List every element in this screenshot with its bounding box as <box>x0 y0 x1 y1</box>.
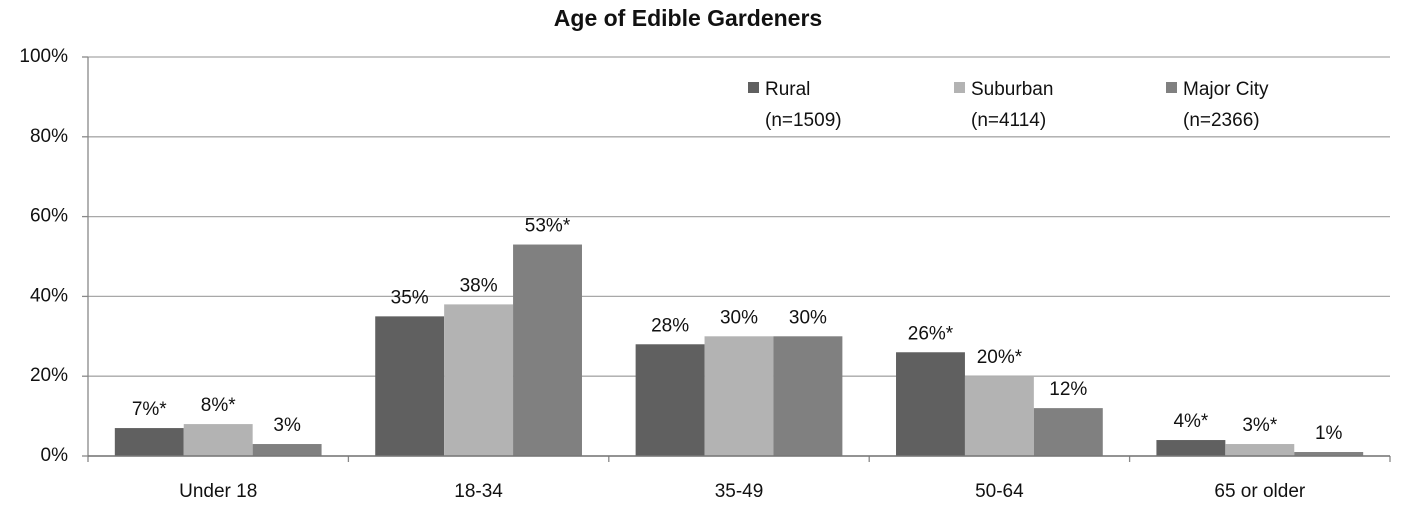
legend-label: Major City <box>1183 79 1269 100</box>
legend-swatch <box>954 82 965 93</box>
value-label: 35% <box>391 287 429 308</box>
y-tick-label: 20% <box>30 365 68 386</box>
chart-title: Age of Edible Gardeners <box>554 5 822 31</box>
value-label: 8%* <box>201 395 236 416</box>
bar <box>773 336 843 456</box>
value-label: 7%* <box>132 399 167 420</box>
bar <box>896 352 965 456</box>
value-label: 28% <box>651 315 689 336</box>
legend-note: (n=4114) <box>971 110 1046 131</box>
value-label: 4%* <box>1173 411 1208 432</box>
bar <box>1294 452 1364 456</box>
x-tick-label: 35-49 <box>715 481 764 502</box>
value-label: 3% <box>273 415 301 436</box>
bar <box>1225 444 1295 456</box>
value-label: 30% <box>720 307 758 328</box>
bar <box>635 344 705 456</box>
value-label: 1% <box>1315 423 1343 444</box>
bar <box>252 444 322 456</box>
bar <box>1156 440 1226 456</box>
bar <box>444 304 514 456</box>
bar <box>183 424 253 456</box>
x-tick-label: Under 18 <box>179 481 257 502</box>
value-label: 38% <box>460 275 498 296</box>
value-label: 12% <box>1049 379 1087 400</box>
legend-note: (n=1509) <box>765 110 842 131</box>
x-tick-label: 18-34 <box>454 481 503 502</box>
value-label: 20%* <box>977 347 1023 368</box>
bar <box>513 244 582 456</box>
value-label: 26%* <box>908 323 954 344</box>
bar <box>114 428 184 456</box>
value-label: 53%* <box>525 216 571 237</box>
y-tick-label: 80% <box>30 126 68 147</box>
bar <box>704 336 774 456</box>
bar <box>964 376 1034 456</box>
y-tick-label: 100% <box>19 46 68 67</box>
legend-label: Suburban <box>971 79 1053 100</box>
bar <box>1033 408 1103 456</box>
y-tick-label: 40% <box>30 285 68 306</box>
bar <box>375 316 445 456</box>
value-label: 3%* <box>1242 415 1277 436</box>
y-tick-label: 60% <box>30 206 68 227</box>
legend-label: Rural <box>765 79 810 100</box>
y-tick-label: 0% <box>41 445 69 466</box>
legend-note: (n=2366) <box>1183 110 1260 131</box>
x-tick-label: 65 or older <box>1214 481 1306 502</box>
value-label: 30% <box>789 307 827 328</box>
legend-swatch <box>1166 82 1177 93</box>
legend-swatch <box>748 82 759 93</box>
x-tick-label: 50-64 <box>975 481 1024 502</box>
